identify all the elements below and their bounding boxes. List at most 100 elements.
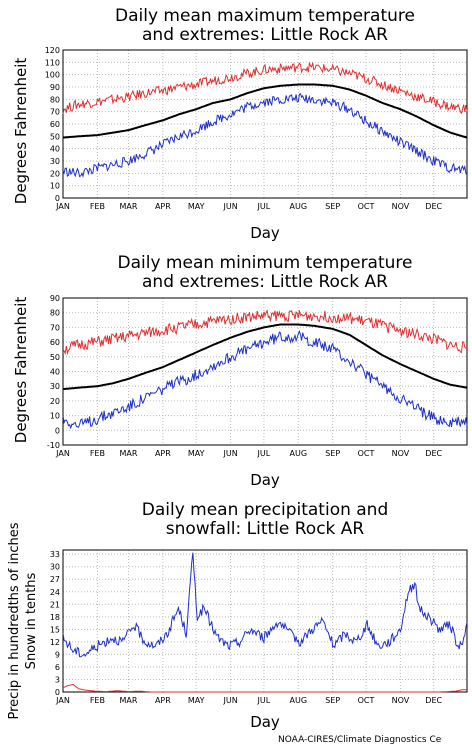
x-tick-label: OCT xyxy=(358,449,375,458)
plot-area: 0 10 20 30 40 50 60 70 80 90 100 110 120 JAN FEB MAR APR… xyxy=(45,46,468,211)
y-tick-label: 18 xyxy=(50,613,60,622)
series-line-low xyxy=(62,92,468,179)
chart-title-line1: Daily mean minimum temperature xyxy=(118,253,413,273)
x-tick-label: JUN xyxy=(222,449,237,458)
x-tick-label: MAY xyxy=(188,202,205,211)
y-tick-label: 33 xyxy=(50,550,60,559)
y-tick-label: 20 xyxy=(50,169,60,178)
y-tick-label: 80 xyxy=(50,95,60,104)
y-tick-label: 0 xyxy=(55,194,60,203)
x-tick-label: SEP xyxy=(325,696,340,705)
y-tick-label: 120 xyxy=(45,46,60,55)
x-tick-label: JAN xyxy=(55,202,70,211)
y-tick-label: 80 xyxy=(50,309,60,318)
y-tick-label: 30 xyxy=(50,563,60,572)
y-tick-label: 70 xyxy=(50,323,60,332)
x-axis-label: Day xyxy=(250,224,280,242)
x-tick-label: OCT xyxy=(358,202,375,211)
series-line-high xyxy=(62,309,468,356)
x-tick-label: DEC xyxy=(425,696,442,705)
x-tick-label: FEB xyxy=(90,202,105,211)
y-tick-label: 24 xyxy=(50,588,60,597)
x-tick-label: JUN xyxy=(222,202,237,211)
y-tick-label: 30 xyxy=(50,157,60,166)
y-tick-label: 10 xyxy=(50,182,60,191)
chart-title-line1: Daily mean maximum temperature xyxy=(115,6,415,26)
y-tick-label: 30 xyxy=(50,382,60,391)
y-tick-label: 12 xyxy=(50,638,60,647)
x-tick-label: FEB xyxy=(90,449,105,458)
y-tick-label: 10 xyxy=(50,412,60,421)
series-line-precip xyxy=(62,552,468,658)
y-tick-label: 90 xyxy=(50,294,60,303)
x-tick-label: MAR xyxy=(120,202,138,211)
x-tick-label: SEP xyxy=(325,202,340,211)
x-tick-label: JAN xyxy=(55,449,70,458)
y-tick-label: 60 xyxy=(50,338,60,347)
y-tick-label: 21 xyxy=(50,600,60,609)
y-tick-label: 110 xyxy=(45,58,60,67)
plot-area: 0 3 6 9 12 15 18 21 24 27 30 33 JAN FEB MAR APR MAY JUN JU… xyxy=(50,549,468,705)
series-line-mean xyxy=(62,83,468,139)
x-tick-label: JUL xyxy=(257,202,271,211)
x-tick-label: AUG xyxy=(290,696,308,705)
y-tick-label: 15 xyxy=(50,625,60,634)
x-tick-label: FEB xyxy=(90,696,105,705)
x-tick-label: NOV xyxy=(392,449,410,458)
series-line-mean xyxy=(62,323,468,391)
y-tick-label: 50 xyxy=(50,132,60,141)
plot-frame xyxy=(62,49,468,199)
y-tick-label: 40 xyxy=(50,368,60,377)
chart-title-line1: Daily mean precipitation and xyxy=(142,500,389,520)
y-tick-label: 100 xyxy=(45,71,60,80)
chart-title-line2: and extremes: Little Rock AR xyxy=(142,272,388,292)
x-tick-label: MAR xyxy=(120,696,138,705)
x-tick-label: JUN xyxy=(222,696,237,705)
x-tick-label: DEC xyxy=(425,202,442,211)
y-axis-label-line2: Snow in tenths xyxy=(24,572,39,669)
chart-title-line2: and extremes: Little Rock AR xyxy=(142,25,388,45)
x-tick-label: DEC xyxy=(425,449,442,458)
x-axis-label: Day xyxy=(250,713,280,731)
x-tick-label: MAY xyxy=(188,696,205,705)
x-tick-label: JAN xyxy=(55,696,70,705)
y-tick-label: 20 xyxy=(50,397,60,406)
series-line-snow xyxy=(62,683,468,693)
chart-panel-max-temp: Daily mean maximum temperature and extre… xyxy=(12,6,468,242)
chart-panel-min-temp: Daily mean minimum temperature and extre… xyxy=(12,253,468,489)
y-axis-label-line1: Precip in hundredths of inches xyxy=(7,522,22,719)
x-tick-label: SEP xyxy=(325,449,340,458)
x-axis-label: Day xyxy=(250,471,280,489)
y-tick-label: 9 xyxy=(55,650,60,659)
y-tick-label: 3 xyxy=(55,675,60,684)
x-tick-label: NOV xyxy=(392,696,410,705)
chart-panel-precip: Daily mean precipitation and snowfall: L… xyxy=(7,500,468,731)
series-line-low xyxy=(62,330,468,430)
y-tick-label: 0 xyxy=(55,426,60,435)
series-line-high xyxy=(62,61,468,115)
y-tick-label: 60 xyxy=(50,120,60,129)
x-tick-label: JUL xyxy=(257,449,271,458)
y-tick-label: 27 xyxy=(50,575,60,584)
chart-title-line2: snowfall: Little Rock AR xyxy=(166,519,365,539)
y-tick-label: 50 xyxy=(50,353,60,362)
y-tick-label: 40 xyxy=(50,145,60,154)
y-tick-label: 6 xyxy=(55,663,60,672)
x-tick-label: OCT xyxy=(358,696,375,705)
credit-text: NOAA-CIRES/Climate Diagnostics Ce xyxy=(278,735,442,745)
y-tick-label: 90 xyxy=(50,83,60,92)
y-tick-label: 70 xyxy=(50,108,60,117)
plot-frame xyxy=(62,549,468,693)
plot-frame xyxy=(62,297,468,446)
plot-area: -10 0 10 20 30 40 50 60 70 80 90 JAN FEB MAR APR MAY JUN… xyxy=(47,294,468,458)
x-tick-label: MAY xyxy=(188,449,205,458)
x-tick-label: APR xyxy=(155,449,171,458)
y-axis-label: Degrees Fahrenheit xyxy=(12,297,30,444)
x-tick-label: APR xyxy=(155,202,171,211)
x-tick-label: APR xyxy=(155,696,171,705)
y-tick-label: -10 xyxy=(47,441,60,450)
x-tick-label: NOV xyxy=(392,202,410,211)
y-tick-label: 0 xyxy=(55,688,60,697)
x-tick-label: AUG xyxy=(290,449,308,458)
